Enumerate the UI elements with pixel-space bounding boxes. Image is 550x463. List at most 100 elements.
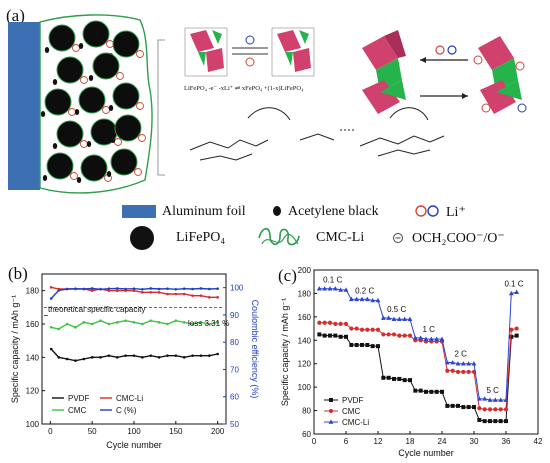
y-tick-label: 120	[26, 387, 40, 396]
data-point	[149, 287, 153, 290]
data-point	[514, 326, 519, 331]
data-point	[386, 332, 391, 337]
data-point	[149, 291, 153, 294]
data-point	[174, 287, 178, 291]
data-point	[376, 344, 380, 349]
data-point	[418, 388, 423, 393]
data-point	[477, 417, 482, 422]
data-point	[82, 287, 86, 291]
data-point	[199, 321, 203, 324]
data-point	[90, 322, 94, 326]
data-point	[174, 319, 178, 322]
data-point	[381, 375, 386, 380]
data-point	[74, 359, 77, 362]
data-point	[199, 294, 203, 297]
acetylene-black-dot	[86, 141, 92, 147]
data-point	[472, 405, 476, 410]
data-point	[338, 287, 344, 292]
data-point	[359, 327, 365, 332]
x-tick-label: 42	[534, 437, 543, 446]
data-point	[349, 326, 354, 331]
data-point	[82, 321, 86, 324]
data-point	[429, 389, 434, 394]
rate-chart-panel: 0 6 12 18 24 30 36 42 60 80 100 120 140 160 180 200 Cycl…	[270, 258, 548, 458]
data-point	[132, 287, 136, 291]
data-point	[375, 327, 381, 332]
data-point	[166, 322, 169, 326]
data-point	[386, 315, 392, 320]
legend-label: CMC	[68, 406, 86, 415]
data-point	[413, 388, 418, 393]
data-point	[166, 292, 169, 296]
rate-label: 1 C	[422, 325, 435, 334]
data-point	[359, 296, 365, 302]
panel-a-label: (a)	[6, 6, 25, 25]
acetylene-black-dot	[52, 79, 58, 85]
acetylene-black-dot	[40, 111, 46, 117]
data-point	[418, 335, 424, 340]
data-point	[333, 333, 338, 338]
data-point	[216, 321, 219, 324]
li-ion-legend-icon	[415, 205, 439, 217]
acetylene-black-dot	[74, 109, 80, 115]
rate-label: 0.2 C	[355, 286, 374, 295]
li-ion-dot	[138, 134, 146, 142]
data-point	[207, 354, 211, 357]
y-tick-label: 80	[302, 407, 311, 416]
x-axis-label: Cycle number	[106, 440, 162, 450]
data-point	[392, 376, 396, 381]
li-ion-dot	[136, 50, 144, 58]
data-point	[199, 354, 203, 357]
data-point	[107, 289, 111, 292]
data-point	[466, 405, 471, 410]
li-ion-dot	[114, 138, 122, 146]
legend-label: PVDF	[342, 396, 363, 405]
data-point	[317, 332, 322, 337]
data-point	[466, 361, 472, 366]
cycling-chart: 0 50 100 150 200 100 120 140 160 180 50 60 70 80 90 100…	[10, 273, 260, 450]
lifepo4-particle	[46, 152, 74, 180]
data-point	[471, 361, 477, 366]
data-point	[375, 297, 381, 303]
data-point	[450, 403, 455, 408]
data-point	[424, 389, 428, 394]
y2-tick-label: 70	[230, 365, 239, 374]
y-tick-label: 180	[26, 287, 40, 296]
data-point	[124, 354, 127, 357]
legend-carboxylate: OCH₂COO⁻/O⁻	[412, 231, 505, 246]
data-point	[328, 333, 332, 338]
data-point	[107, 322, 111, 326]
data-point	[174, 292, 178, 296]
legend-marker	[328, 419, 334, 424]
y-tick-label: 180	[298, 289, 312, 298]
data-point	[381, 332, 386, 337]
data-point	[380, 315, 386, 320]
data-point	[316, 286, 322, 291]
data-point	[65, 357, 69, 361]
data-point	[322, 320, 327, 325]
data-point	[461, 369, 466, 375]
data-point	[57, 327, 61, 331]
data-point	[317, 320, 322, 325]
x-tick-label: 18	[406, 437, 415, 446]
cmc-li-binder-icon	[258, 227, 300, 246]
data-point	[407, 316, 413, 321]
y2-tick-label: 80	[230, 338, 239, 347]
y-tick-label: 160	[298, 313, 312, 322]
theoretical-capacity-label: theoretical specific capacity	[48, 305, 146, 314]
data-point	[49, 286, 53, 289]
lifepo4-particle	[110, 148, 138, 176]
unit-cell-lifepo4	[184, 27, 228, 77]
y2-tick-label: 90	[230, 311, 239, 320]
reaction-equation: LiFePO₄ -e⁻ -xLi⁺ ⇌ xFePO₄ +(1-x)LiFePO₄	[184, 85, 304, 92]
data-point	[514, 333, 519, 338]
data-point	[514, 289, 520, 295]
legend-cmc-li: CMC-Li	[316, 230, 365, 245]
acetylene-black-dot	[106, 171, 112, 177]
acetylene-black-icon	[273, 206, 281, 216]
y-tick-label: 140	[298, 336, 312, 345]
acetylene-black-dot	[76, 177, 82, 183]
acetylene-black-dot	[88, 75, 94, 81]
legend-label: CMC-Li	[116, 394, 143, 403]
x-tick-label: 200	[211, 427, 225, 436]
